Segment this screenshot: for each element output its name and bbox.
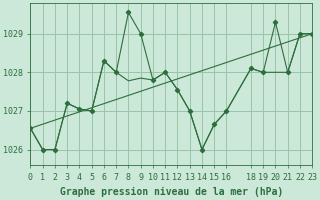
X-axis label: Graphe pression niveau de la mer (hPa): Graphe pression niveau de la mer (hPa) bbox=[60, 187, 283, 197]
